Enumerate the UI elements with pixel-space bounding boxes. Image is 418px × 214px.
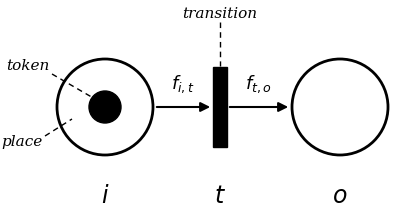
- Text: place: place: [1, 135, 43, 149]
- Text: $f_{i,t}$: $f_{i,t}$: [171, 73, 195, 95]
- Text: $i$: $i$: [101, 184, 109, 208]
- Bar: [213, 67, 227, 147]
- Text: $o$: $o$: [332, 184, 348, 208]
- Text: $t$: $t$: [214, 184, 226, 208]
- Text: $f_{t,o}$: $f_{t,o}$: [245, 73, 271, 95]
- Text: token: token: [6, 59, 50, 73]
- Circle shape: [89, 91, 121, 123]
- Text: transition: transition: [182, 7, 257, 21]
